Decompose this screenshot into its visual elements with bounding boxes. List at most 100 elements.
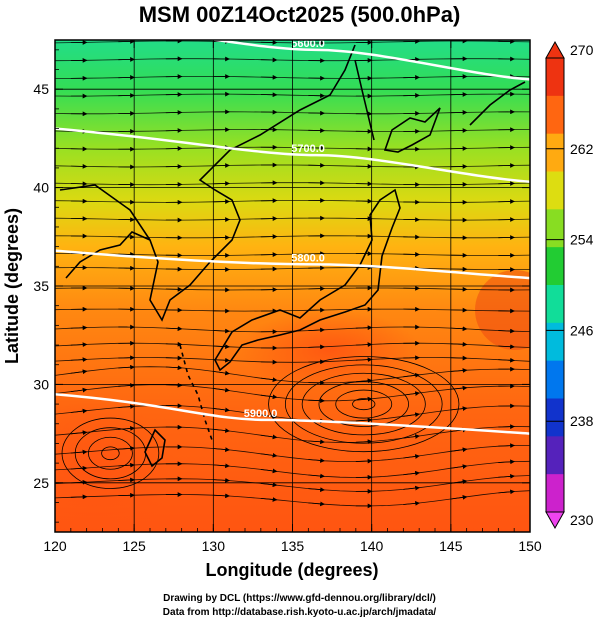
wind-arrow — [260, 452, 278, 458]
wind-arrow — [118, 364, 135, 370]
colorbar-segment — [546, 171, 564, 210]
wind-arrow — [308, 439, 325, 445]
x-tick-label: 125 — [122, 538, 146, 554]
wind-arrow — [70, 479, 88, 485]
wind-arrow — [118, 477, 135, 483]
y-tick-label: 35 — [33, 278, 49, 294]
height-contours: 5600.0 5700.0 5800.0 5900.0 — [55, 38, 530, 435]
colorbar-tick-label: 230 — [570, 512, 594, 528]
wind-arrow — [213, 387, 230, 393]
wind-arrow — [70, 325, 88, 331]
y-tick-label: 25 — [33, 475, 49, 491]
wind-arrow — [308, 487, 325, 492]
wind-arrow — [70, 465, 88, 471]
wind-arrow — [165, 365, 183, 371]
wind-arrow — [260, 468, 278, 474]
wind-arrow — [213, 344, 230, 350]
contour-label: 5600.0 — [291, 38, 325, 50]
wind-arrow — [165, 341, 183, 347]
wind-arrow — [165, 382, 183, 388]
wind-arrow — [308, 501, 325, 507]
wind-arrow — [70, 369, 88, 375]
wind-arrow — [355, 417, 373, 423]
colorbar-min-triangle — [545, 511, 565, 530]
wind-arrow — [70, 342, 88, 347]
wind-arrow — [213, 428, 230, 433]
wind-arrow — [260, 434, 278, 440]
wind-arrow — [450, 447, 468, 453]
wind-arrow — [450, 341, 468, 347]
colorbar-tick-label: 238 — [570, 413, 594, 429]
wind-arrow — [355, 357, 373, 362]
wind-arrow — [450, 368, 468, 373]
contour-label: 5700.0 — [291, 143, 325, 155]
wind-arrow — [165, 326, 183, 332]
wind-arrow — [260, 377, 278, 383]
wind-arrow — [498, 459, 515, 465]
wind-arrow — [70, 449, 88, 455]
wind-arrow — [70, 387, 88, 393]
y-axis: 25 30 35 40 45 — [33, 49, 530, 523]
x-tick-label: 120 — [43, 538, 67, 554]
anticyclone-streamline — [335, 389, 393, 419]
wind-arrow — [355, 325, 373, 331]
colorbar-segment — [546, 247, 564, 286]
contour-line — [55, 249, 530, 280]
colorbar-tick-label: 270 — [570, 42, 594, 58]
anticyclone-streamline — [284, 364, 443, 444]
wind-arrow — [355, 439, 373, 445]
colorbar-segment — [546, 209, 564, 248]
wind-arrow — [213, 407, 230, 413]
colorbar-tick-label: 262 — [570, 141, 594, 157]
cyclone-streamline — [61, 417, 160, 489]
contour-line — [55, 392, 530, 435]
wind-arrow — [403, 485, 420, 491]
contour-label: 5900.0 — [244, 408, 278, 420]
wind-arrow — [118, 462, 135, 468]
colorbar-segment — [546, 285, 564, 324]
wind-arrow — [403, 470, 420, 476]
colorbar-segment — [546, 398, 564, 437]
wind-arrow — [498, 328, 515, 334]
wind-arrow — [498, 357, 515, 363]
wind-arrow — [450, 494, 468, 500]
wind-arrow — [260, 482, 278, 488]
y-axis-title: Latitude (degrees) — [2, 208, 22, 364]
colorbar: 230 238 246 254 262 270 — [545, 40, 594, 530]
x-tick-label: 145 — [439, 538, 463, 554]
wind-arrow — [118, 404, 135, 409]
colorbar-tick-label: 254 — [570, 232, 594, 248]
colorbar-segment — [546, 95, 564, 135]
wind-arrow — [213, 477, 230, 483]
colorbar-max-triangle — [545, 40, 565, 59]
y-tick-label: 40 — [33, 180, 49, 196]
wind-arrow — [450, 326, 468, 332]
anticyclone-streamline — [318, 381, 409, 427]
wind-arrow — [308, 327, 325, 333]
wind-arrow — [308, 398, 325, 404]
colorbar-tick-label: 246 — [570, 322, 594, 338]
x-tick-label: 135 — [281, 538, 305, 554]
colorbar-segment — [546, 474, 564, 513]
wind-arrow — [70, 430, 88, 436]
wind-arrow — [308, 458, 325, 463]
anticyclone-streamline — [301, 372, 426, 436]
colorbar-segment — [546, 322, 564, 362]
wind-arrow — [213, 447, 230, 452]
wind-arrow — [498, 489, 515, 495]
cyclone-streamline — [88, 436, 133, 470]
wind-arrow — [70, 494, 88, 500]
drawing-credit: Drawing by DCL (https://www.gfd-dennou.o… — [163, 593, 436, 604]
wind-arrow — [70, 408, 88, 414]
wind-arrow — [403, 501, 420, 506]
wind-arrow — [355, 342, 373, 347]
x-axis: 120 125 130 135 140 145 150 — [43, 40, 542, 554]
cyclone-streamline — [101, 446, 120, 461]
wind-arrow — [260, 414, 278, 419]
colorbar-segment — [546, 360, 564, 399]
wind-arrow — [213, 370, 230, 376]
wind-arrow — [498, 344, 515, 350]
wind-arrow — [118, 383, 135, 388]
contour-label: 5800.0 — [291, 252, 325, 264]
